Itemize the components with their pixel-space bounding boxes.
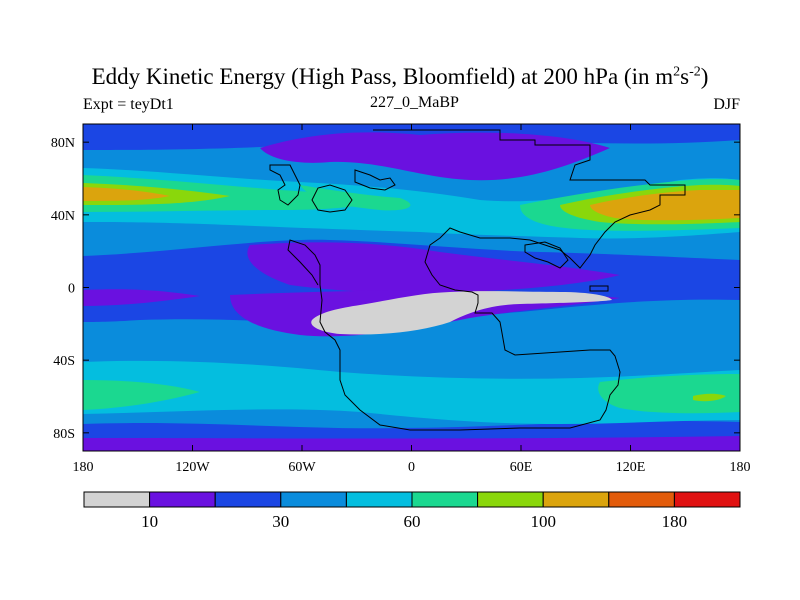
x-tick-label: 120E <box>616 460 646 475</box>
eke-field <box>83 124 740 451</box>
season-label: DJF <box>713 96 740 113</box>
colorbar-tick-label: 10 <box>141 512 158 531</box>
x-tick-label: 120W <box>175 460 210 475</box>
field-sh-stormtrack-outer <box>83 360 740 424</box>
colorbar-swatch <box>83 491 151 508</box>
x-tick-label: 60E <box>510 460 533 475</box>
y-axis-ticks: 80N 40N 0 40S 80S <box>51 136 740 442</box>
island-outline-east <box>524 241 569 269</box>
colorbar-swatch <box>280 491 347 508</box>
field-pacific-low <box>83 289 200 306</box>
colorbar-swatch <box>149 491 216 508</box>
field-pacific-track-peak <box>590 190 740 221</box>
greenland-outline <box>269 164 301 206</box>
y-tick-label: 40S <box>53 354 75 369</box>
field-arctic-low <box>260 132 610 181</box>
chart-title: Eddy Kinetic Energy (High Pass, Bloomfie… <box>91 64 709 89</box>
continent-outlines <box>269 129 686 431</box>
y-tick-label: 40N <box>51 209 75 224</box>
x-tick-label: 60W <box>288 460 316 475</box>
island-outline-small <box>589 285 609 292</box>
field-atlantic-track-peak <box>83 187 170 201</box>
y-tick-label: 80N <box>51 136 75 151</box>
x-tick-label: 0 <box>408 460 415 475</box>
field-tropical-low-north <box>247 242 621 293</box>
experiment-label: Expt = teyDt1 <box>83 96 174 113</box>
x-tick-label: 180 <box>73 460 94 475</box>
colorbar-swatch <box>214 491 282 508</box>
colorbar-tick-label: 180 <box>662 512 688 531</box>
colorbar-swatch <box>477 491 544 508</box>
colorbar-swatch <box>345 491 413 508</box>
colorbar-swatch <box>411 491 479 508</box>
colorbar: 10 30 60 100 180 <box>83 491 741 531</box>
continent-outline-main <box>287 129 686 431</box>
y-tick-label: 80S <box>53 427 75 442</box>
x-tick-label: 180 <box>730 460 751 475</box>
field-sh-track-east <box>598 374 740 414</box>
colorbar-tick-label: 30 <box>272 512 289 531</box>
colorbar-swatch <box>542 491 610 508</box>
field-sh-track-peak <box>693 393 726 402</box>
y-tick-label: 0 <box>68 282 75 297</box>
landmass-outline-north-atlantic <box>311 184 353 213</box>
field-europe-track <box>300 185 411 211</box>
experiment-code-label: 227_0_MaBP <box>370 94 459 111</box>
colorbar-tick-label: 60 <box>404 512 421 531</box>
x-axis-ticks: 180 120W 60W 0 60E 120E 180 <box>73 124 751 475</box>
field-sh-track-west <box>83 380 200 410</box>
colorbar-swatch <box>608 491 675 508</box>
colorbar-tick-label: 100 <box>530 512 556 531</box>
field-equatorial-minimum <box>311 291 612 335</box>
field-band-antarctic-inner <box>83 436 740 451</box>
island-outline-north <box>354 169 396 191</box>
colorbar-swatch <box>673 491 741 508</box>
